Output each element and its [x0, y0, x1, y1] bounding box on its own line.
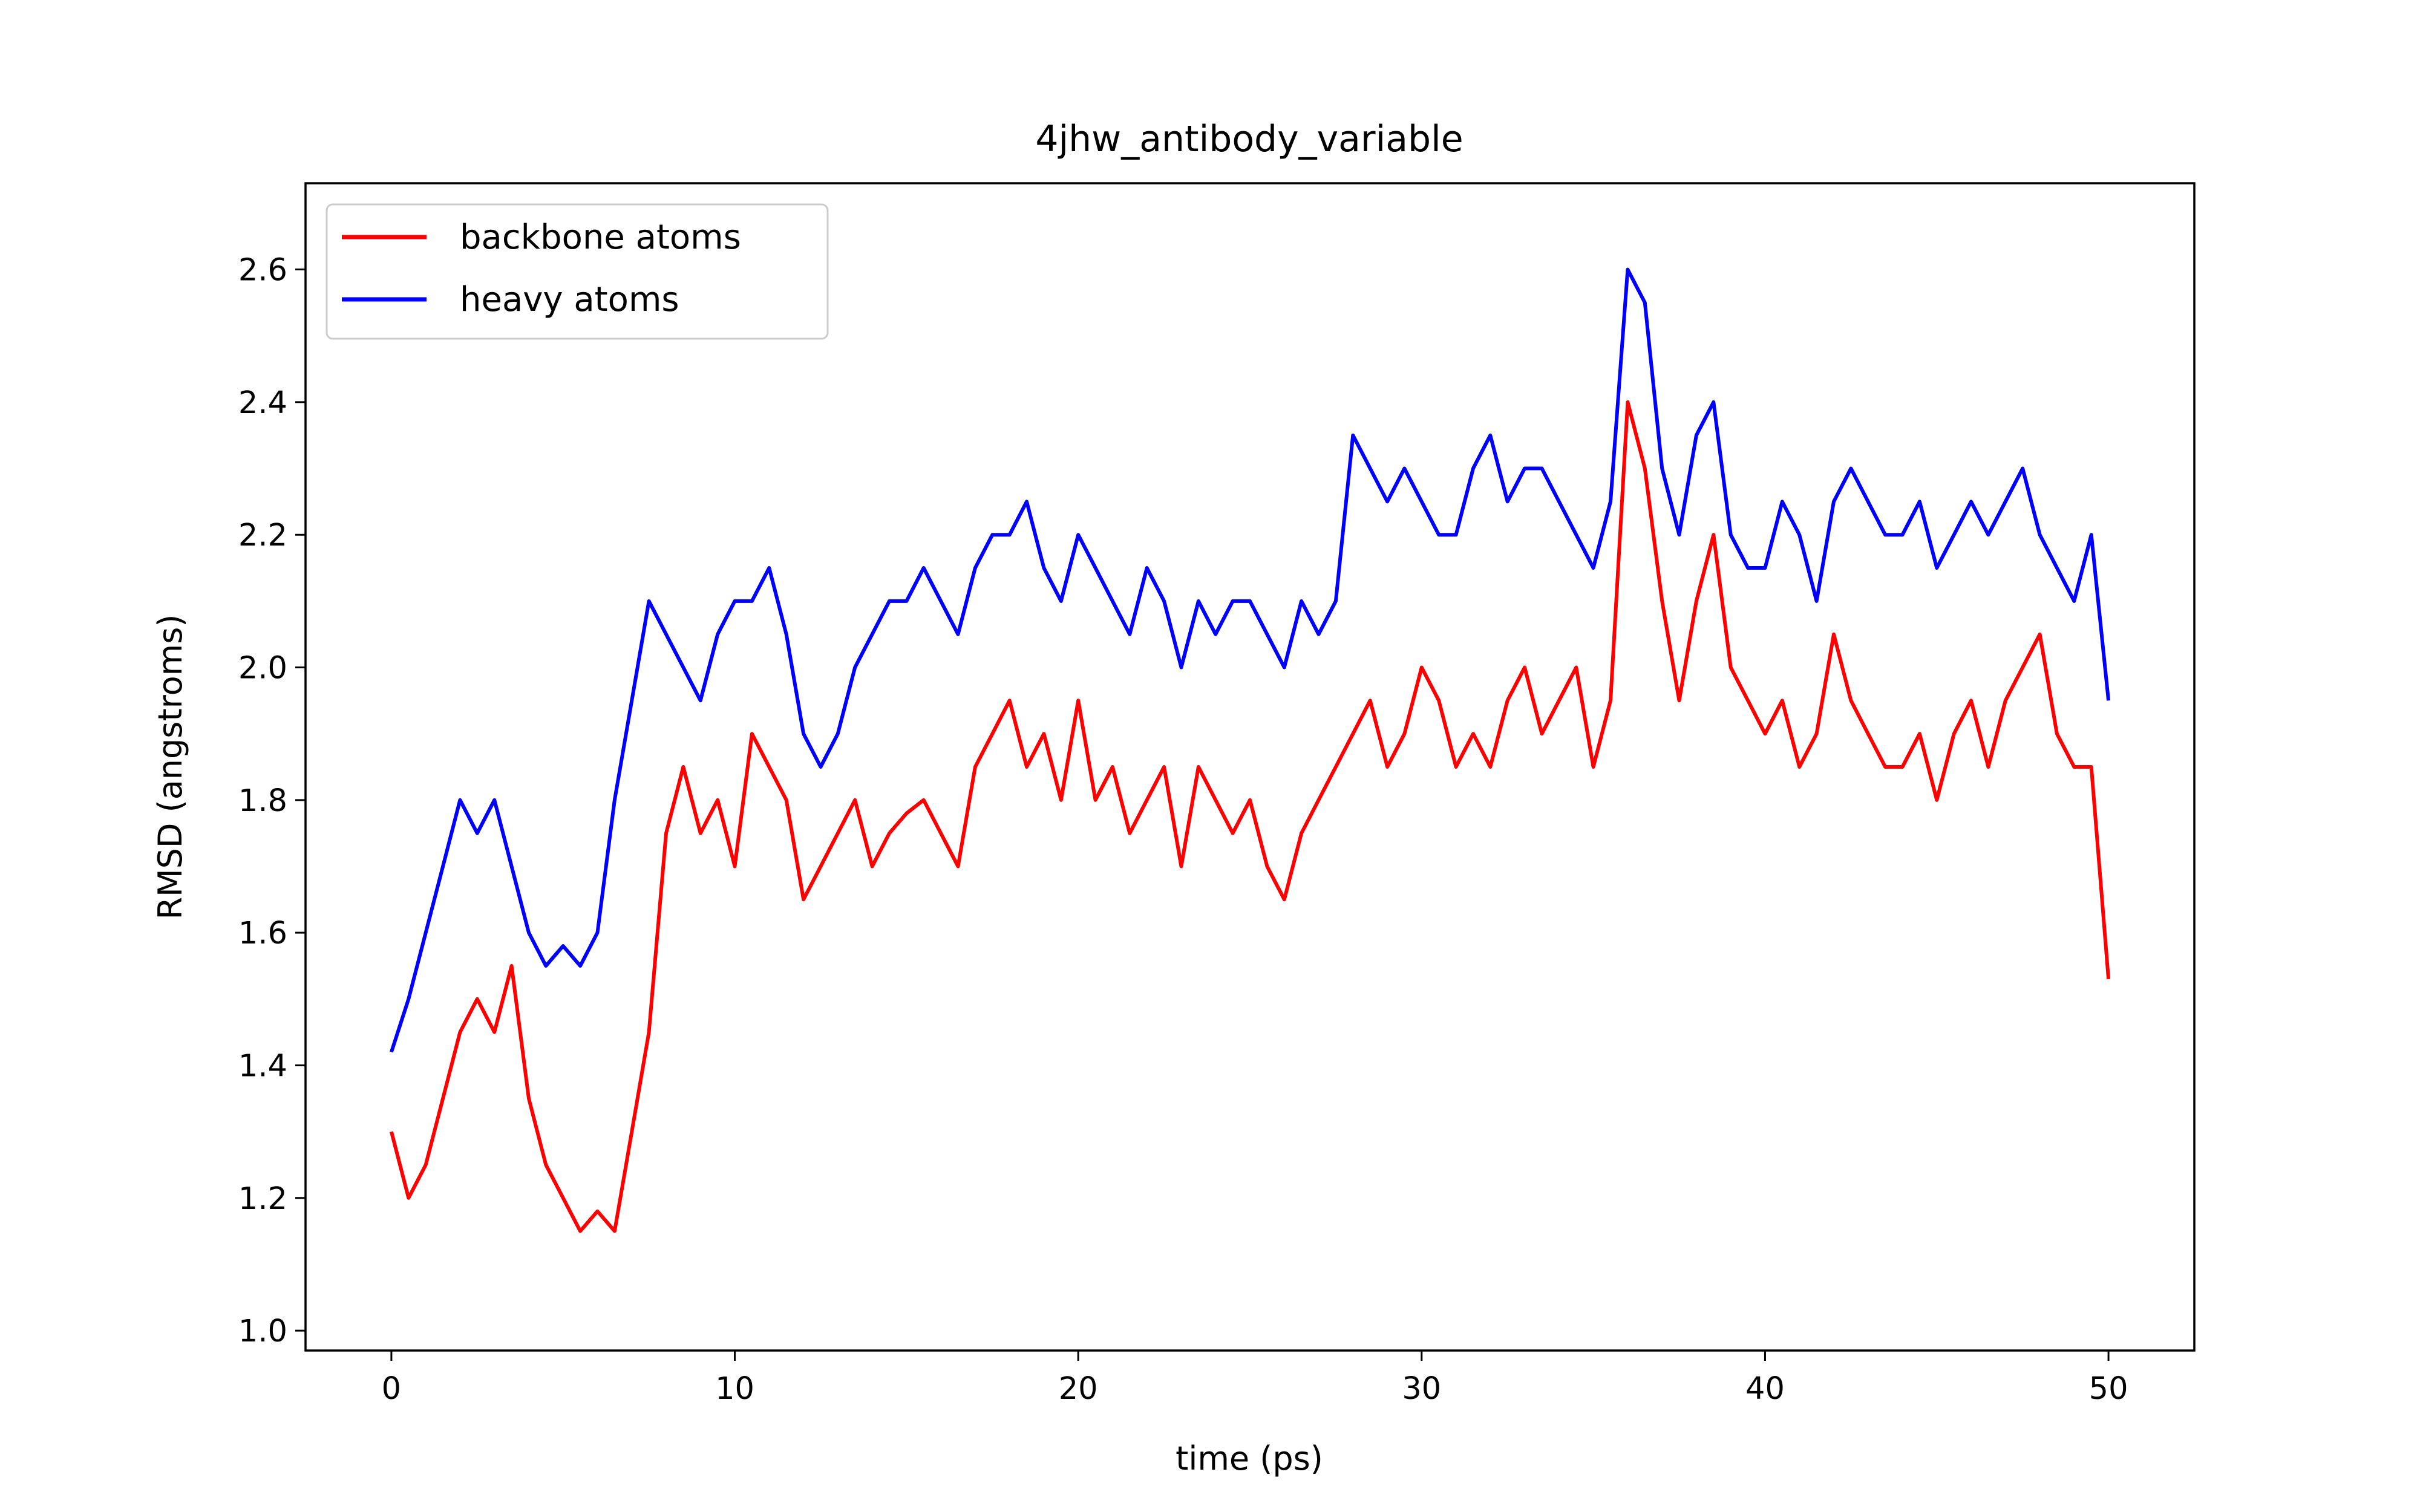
series-layer: [389, 267, 2111, 1233]
chart-title: 4jhw_antibody_variable: [1035, 118, 1463, 160]
legend-box: [325, 203, 829, 340]
legend-label-backbone-atoms: backbone atoms: [460, 218, 741, 257]
y-axis-ticks: 1.0 1.2 1.4 1.6 1.8 2.0 2.2 2.4 2.6: [238, 253, 306, 1349]
x-tick-label: 0: [382, 1371, 401, 1407]
plot-frame: [304, 182, 2196, 1352]
legend: backbone atoms heavy atoms: [325, 203, 829, 340]
x-tick-label: 50: [2089, 1371, 2128, 1407]
y-tick-label: 2.4: [238, 385, 287, 421]
x-tick-label: 30: [1402, 1371, 1441, 1407]
plot-area: [389, 267, 2111, 1233]
y-tick-label: 1.2: [238, 1181, 287, 1217]
y-axis-label: RMSD (angstroms): [151, 614, 189, 920]
y-tick-label: 1.8: [238, 783, 287, 819]
y-tick-label: 1.4: [238, 1048, 287, 1084]
y-tick-label: 2.2: [238, 518, 287, 553]
legend-label-heavy-atoms: heavy atoms: [460, 280, 679, 319]
y-tick-label: 1.0: [238, 1314, 287, 1349]
x-axis-ticks: 0 10 20 30 40 50: [382, 1351, 2128, 1407]
series-line-heavy-atoms: [390, 267, 2111, 1053]
x-axis-label: time (ps): [1176, 1439, 1323, 1478]
series-line-backbone-atoms: [389, 400, 2111, 1233]
y-tick-label: 1.6: [238, 916, 287, 951]
y-tick-label: 2.6: [238, 253, 287, 288]
x-tick-label: 10: [715, 1371, 754, 1407]
x-tick-label: 40: [1745, 1371, 1785, 1407]
y-tick-label: 2.0: [238, 651, 287, 686]
x-tick-label: 20: [1059, 1371, 1098, 1407]
